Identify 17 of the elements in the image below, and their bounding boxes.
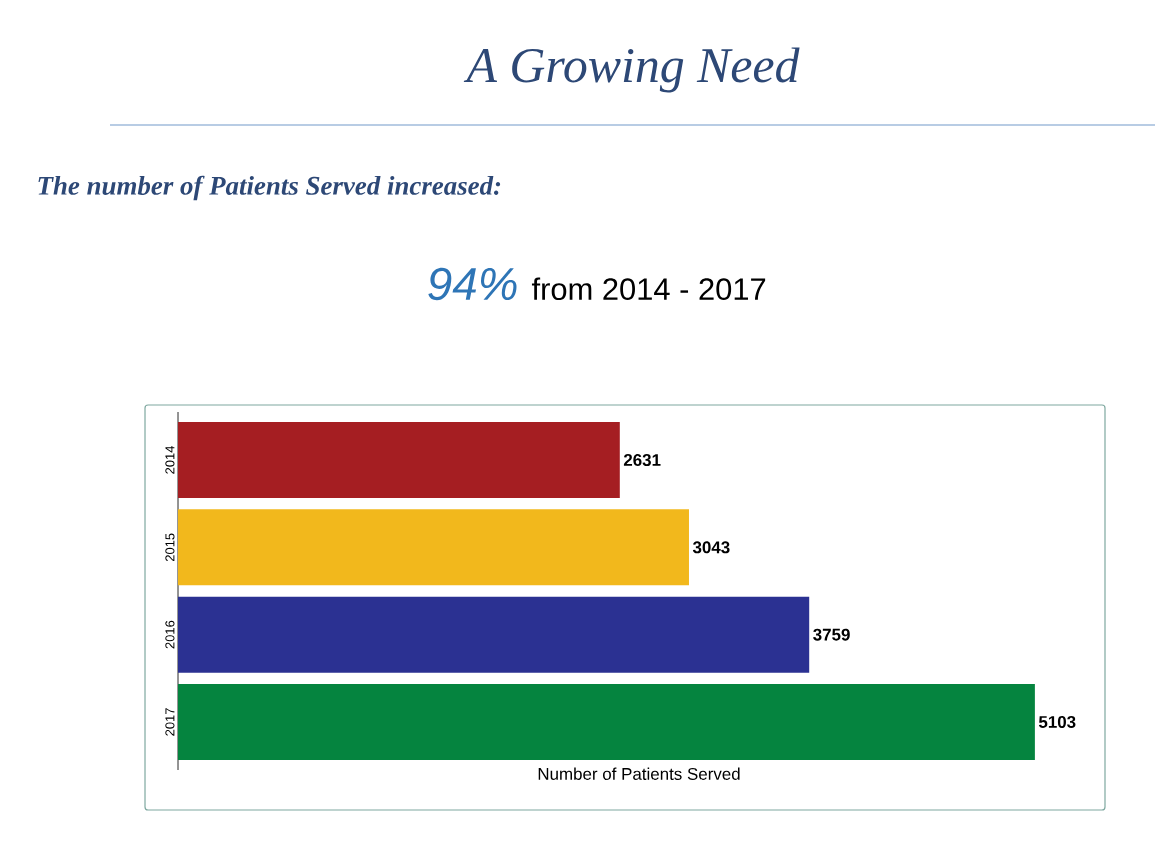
data-label: 5103 <box>1038 715 1076 728</box>
x-axis-title: Number of Patients Served <box>538 767 740 780</box>
y-tick-label: 2014 <box>165 445 175 474</box>
bar <box>178 683 1035 760</box>
y-tick-label: 2015 <box>165 533 175 562</box>
bar <box>178 509 689 586</box>
y-tick-label: 2017 <box>165 708 175 736</box>
chart-title: A Growing Need <box>463 47 800 93</box>
text: 94% <box>428 267 517 301</box>
data-label: 3759 <box>813 628 850 641</box>
data-label: 2631 <box>623 454 661 467</box>
bar <box>178 422 620 498</box>
text: from 2014 - 2017 <box>531 277 766 301</box>
data-label: 3043 <box>692 541 730 554</box>
y-tick-label: 2016 <box>165 620 175 649</box>
chart-subtitle: The number of Patients Served increased: <box>38 175 501 201</box>
bar <box>178 596 810 673</box>
